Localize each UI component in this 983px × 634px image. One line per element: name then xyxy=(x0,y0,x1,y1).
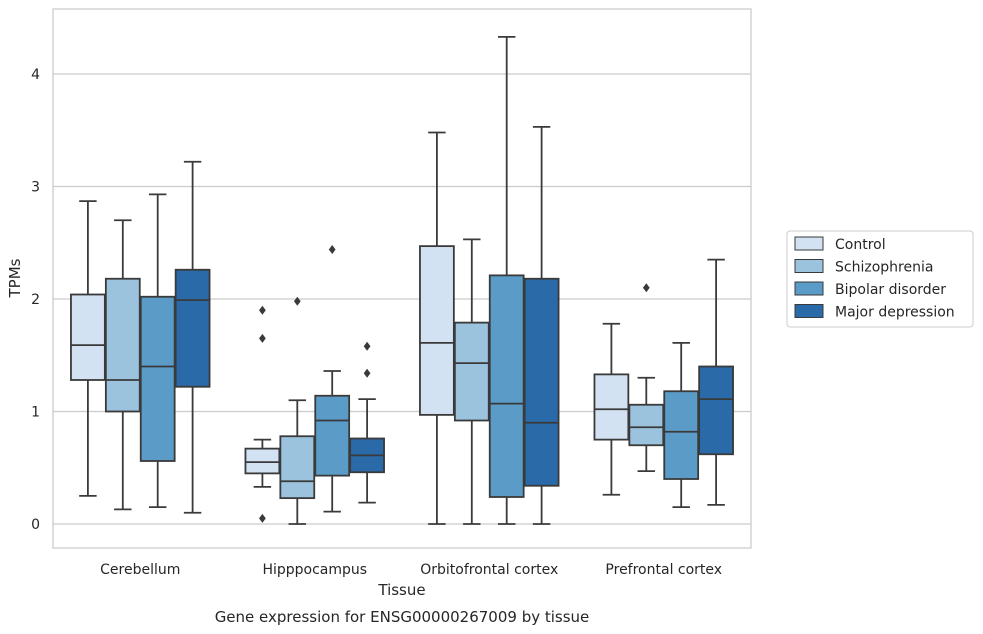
box-iqr xyxy=(104,277,141,413)
legend-label: Major depression xyxy=(835,305,955,321)
box-major-depression xyxy=(698,258,734,506)
x-tick-label: Hipppocampus xyxy=(262,562,367,578)
y-tick-label: 0 xyxy=(31,517,40,533)
legend-swatch xyxy=(794,281,824,296)
box-iqr xyxy=(174,268,211,388)
box-schizophrenia xyxy=(279,296,316,525)
legend-label: Bipolar disorder xyxy=(835,282,946,298)
legend-swatch xyxy=(794,236,824,251)
box-iqr xyxy=(419,245,455,416)
outlier-point xyxy=(259,333,266,343)
box-iqr xyxy=(279,435,316,500)
box-control xyxy=(593,322,630,496)
box-iqr xyxy=(453,321,490,422)
box-major-depression xyxy=(174,160,211,514)
box-major-depression xyxy=(349,341,385,504)
y-tick-label: 2 xyxy=(31,292,40,308)
outlier-point xyxy=(642,283,650,293)
x-tick-labels: Cerebellum Hipppocampus Orbitofrontal cort… xyxy=(100,562,722,578)
box-schizophrenia xyxy=(453,238,490,525)
outlier-point xyxy=(328,245,336,254)
legend-label: Control xyxy=(835,237,886,253)
outlier-point xyxy=(363,368,371,378)
box-control xyxy=(70,200,106,497)
box-iqr xyxy=(488,274,525,498)
legend-swatch xyxy=(794,259,824,273)
outlier-point xyxy=(259,513,266,523)
box-iqr xyxy=(628,403,665,447)
box-control xyxy=(244,305,281,523)
x-tick-label: Prefrontal cortex xyxy=(605,562,722,578)
box-iqr xyxy=(70,293,106,381)
x-axis-title: Tissue xyxy=(377,581,425,599)
box-iqr xyxy=(698,365,734,456)
box-iqr xyxy=(663,390,700,480)
outlier-point xyxy=(293,296,301,306)
box-control xyxy=(419,131,455,525)
box-bipolar-disorder xyxy=(488,35,525,525)
y-axis-title: TPMs xyxy=(6,258,24,298)
legend-swatch xyxy=(794,304,824,318)
box-bipolar-disorder xyxy=(314,245,351,513)
y-tick-label: 4 xyxy=(31,67,40,83)
box-major-depression xyxy=(523,125,560,525)
box-bipolar-disorder xyxy=(663,341,700,509)
box-iqr xyxy=(244,447,281,475)
y-tick-label: 3 xyxy=(31,180,40,196)
x-tick-label: Cerebellum xyxy=(100,562,180,578)
plot-area-frame xyxy=(52,8,752,549)
legend: Control Schizophrenia Bipolar disorder Majo… xyxy=(786,230,974,328)
box-schizophrenia xyxy=(628,283,665,473)
box-iqr xyxy=(314,394,351,477)
box-schizophrenia xyxy=(104,219,141,511)
outlier-point xyxy=(363,341,371,351)
box-bipolar-disorder xyxy=(139,193,176,509)
box-iqr xyxy=(523,277,560,487)
legend-label: Schizophrenia xyxy=(835,260,933,276)
box-iqr xyxy=(139,295,176,462)
y-tick-label: 1 xyxy=(31,405,40,421)
legend-frame xyxy=(786,230,974,328)
y-tick-labels: 0 1 2 3 4 xyxy=(31,67,40,533)
boxes-layer xyxy=(70,35,734,525)
box-iqr xyxy=(593,373,630,441)
chart-caption: Gene expression for ENSG00000267009 by t… xyxy=(215,608,590,626)
x-tick-label: Orbitofrontal cortex xyxy=(420,562,558,578)
outlier-point xyxy=(259,305,266,315)
